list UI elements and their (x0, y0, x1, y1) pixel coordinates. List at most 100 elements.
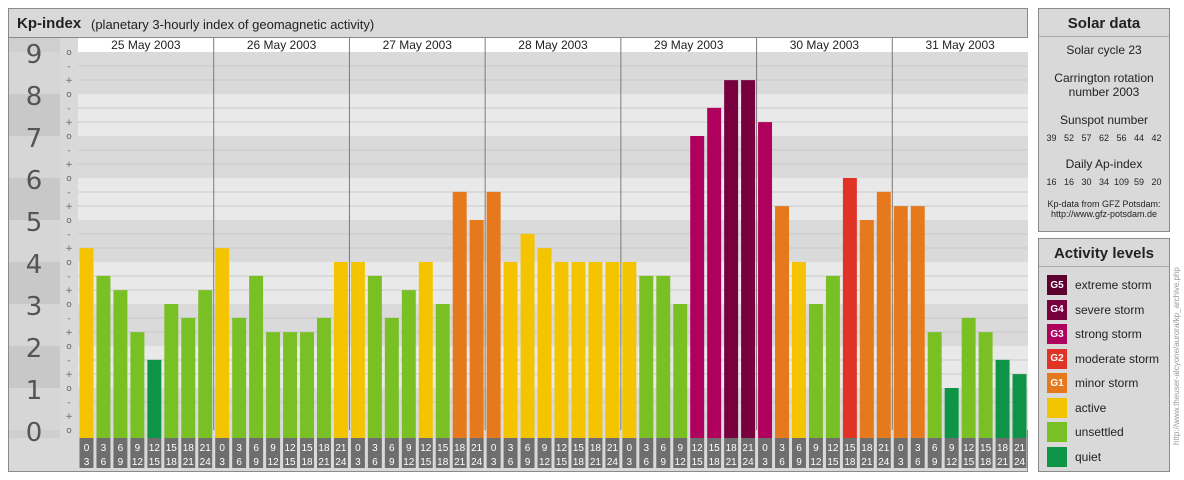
interval-cell (741, 438, 756, 468)
legend-label: severe storm (1075, 302, 1145, 317)
plot-band (78, 94, 1028, 136)
day-label: 30 May 2003 (790, 38, 860, 52)
minor-tick-label: - (67, 104, 70, 114)
interval-cell (418, 438, 433, 468)
interval-start-label: 21 (607, 443, 619, 454)
interval-start-label: 9 (813, 443, 819, 454)
interval-end-label: 3 (762, 457, 768, 468)
interval-end-label: 18 (166, 457, 178, 468)
interval-cell (537, 438, 552, 468)
interval-end-label: 3 (84, 457, 90, 468)
interval-cell (588, 438, 603, 468)
interval-end-label: 6 (236, 457, 242, 468)
interval-end-label: 24 (471, 457, 483, 468)
watermark: http://www.theuser-alcyone/aurora/kp_arc… (1172, 267, 1181, 445)
legend-label: active (1075, 400, 1107, 415)
minor-tick-label: o (66, 342, 72, 352)
minor-tick-label: o (66, 174, 72, 184)
interval-start-label: 21 (335, 443, 347, 454)
interval-cell (486, 438, 501, 468)
y-band (9, 388, 60, 430)
y-tick-label: 2 (26, 334, 43, 364)
interval-start-label: 12 (963, 443, 975, 454)
chart-subtitle: (planetary 3-hourly index of geomagnetic… (91, 17, 375, 32)
interval-cell (367, 438, 382, 468)
interval-end-label: 15 (420, 457, 432, 468)
interval-end-label: 24 (743, 457, 755, 468)
interval-cell (350, 438, 365, 468)
legend-item-unsettled: unsettled (1047, 422, 1124, 442)
interval-start-label: 12 (420, 443, 432, 454)
interval-start-label: 3 (915, 443, 921, 454)
activity-levels-panel: Activity levels G5 extreme storm G4 severe … (1038, 238, 1170, 472)
kp-bar (944, 388, 959, 438)
kp-bar (164, 304, 179, 438)
interval-cell (503, 438, 518, 468)
kp-bar (1012, 374, 1027, 438)
interval-end-label: 15 (149, 457, 161, 468)
interval-cell (300, 438, 314, 468)
kp-bar (859, 220, 874, 438)
kp-bar (588, 262, 603, 438)
kp-bar (961, 317, 976, 438)
interval-end-label: 12 (539, 457, 551, 468)
minor-tick-label: - (67, 230, 70, 240)
kp-bar (350, 262, 365, 438)
interval-end-label: 18 (301, 457, 313, 468)
interval-cell (690, 438, 705, 468)
interval-start-label: 0 (355, 443, 361, 454)
interval-end-label: 21 (183, 457, 195, 468)
legend-swatch (1047, 397, 1067, 418)
interval-end-label: 3 (491, 457, 497, 468)
minor-tick-label: + (65, 328, 73, 338)
interval-cell (96, 438, 111, 468)
minor-tick-label: o (66, 384, 72, 394)
interval-end-label: 15 (692, 457, 704, 468)
interval-cell (842, 438, 857, 468)
minor-tick-label: o (66, 258, 72, 268)
y-tick-label: 4 (26, 250, 43, 280)
minor-tick-label: - (67, 398, 70, 408)
interval-cell (164, 438, 179, 468)
interval-cell (910, 438, 925, 468)
interval-cell (758, 438, 773, 468)
day-label: 28 May 2003 (518, 38, 588, 52)
interval-cell (944, 438, 959, 468)
interval-end-label: 6 (372, 457, 378, 468)
legend-item-quiet: quiet (1047, 446, 1101, 467)
ap-label: Daily Ap-index (1065, 157, 1143, 171)
interval-end-label: 6 (644, 457, 650, 468)
legend-item-minor-storm: G1 minor storm (1047, 373, 1138, 393)
legend-swatch: G1 (1047, 373, 1067, 393)
interval-cell (452, 438, 467, 468)
kp-bar (707, 107, 722, 439)
day-label: 29 May 2003 (654, 38, 724, 52)
interval-end-label: 24 (878, 457, 890, 468)
minor-tick-label: + (65, 118, 73, 128)
interval-end-label: 15 (284, 457, 296, 468)
carrington-line2: number 2003 (1068, 85, 1140, 99)
minor-tick-label: - (67, 62, 70, 72)
kp-bar (198, 290, 213, 438)
minor-tick-label: o (66, 132, 72, 142)
kp-bar (673, 304, 688, 438)
y-tick-label: 6 (26, 166, 43, 196)
interval-end-label: 18 (573, 457, 585, 468)
legend-swatch: G2 (1047, 348, 1067, 369)
kp-bar (130, 332, 145, 438)
interval-cell (978, 438, 993, 468)
kp-bar (401, 290, 416, 438)
legend-label: moderate storm (1075, 351, 1160, 366)
minor-tick-label: + (65, 160, 73, 170)
interval-start-label: 21 (200, 443, 212, 454)
y-band (9, 304, 60, 346)
interval-end-label: 3 (627, 457, 633, 468)
y-band (9, 94, 60, 136)
interval-cell (775, 438, 789, 468)
interval-end-label: 9 (253, 457, 259, 468)
interval-start-label: 6 (118, 443, 124, 454)
interval-end-label: 9 (932, 457, 938, 468)
interval-cell (893, 438, 908, 468)
interval-end-label: 24 (607, 457, 619, 468)
legend-item-strong-storm: G3 strong storm (1047, 324, 1142, 344)
